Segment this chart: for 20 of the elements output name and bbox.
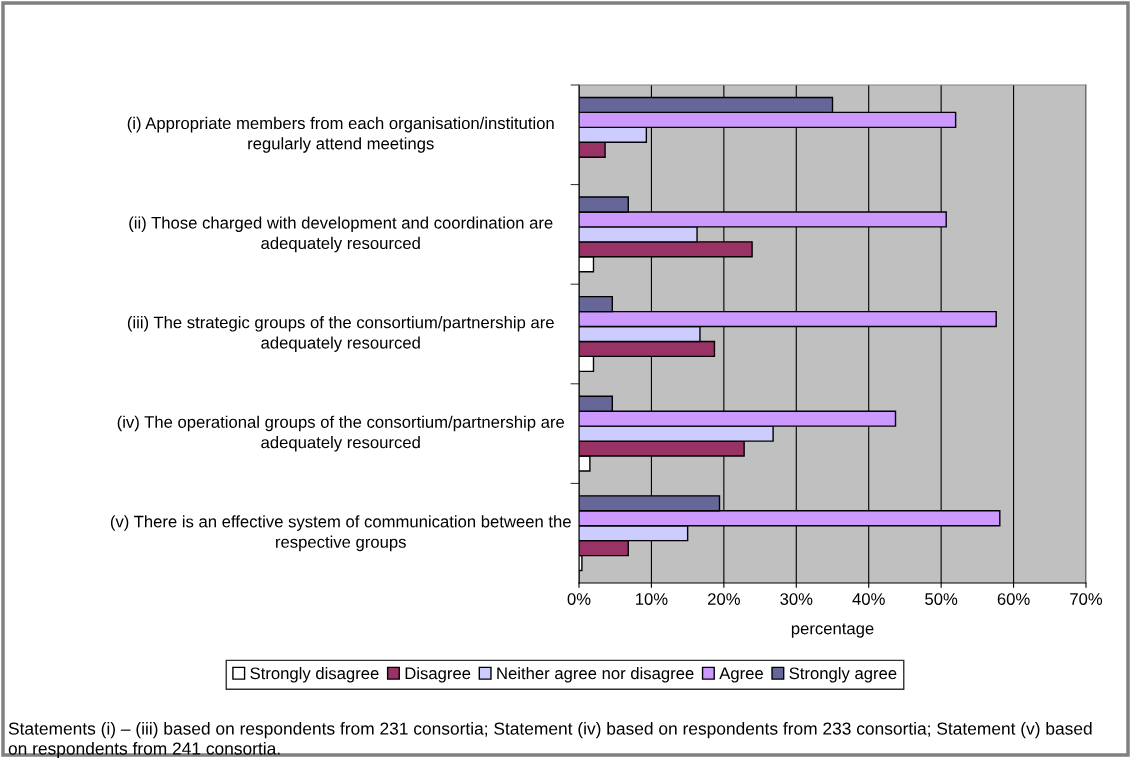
legend-label: Neither agree nor disagree — [497, 667, 694, 683]
x-tick-label: 10% — [636, 593, 668, 605]
y-tick-label: (v) There is an effective system of communication between the respective groups — [110, 515, 571, 552]
x-tick-label: 40% — [852, 593, 885, 605]
x-tick-label: 50% — [925, 593, 958, 605]
y-tick-label: (ii) Those charged with development and coordination are adequately resourced — [129, 216, 553, 253]
legend-label: Strongly agree — [789, 667, 897, 683]
x-tick-label: 60% — [997, 593, 1030, 605]
y-tick-label: (iv) The operational groups of the consortium/partnership are adequately resourced — [117, 415, 565, 452]
x-axis-title: percentage — [791, 623, 874, 638]
legend-label: Disagree — [405, 667, 471, 683]
x-tick-label: 30% — [780, 593, 813, 605]
y-tick-label: (i) Appropriate members from each organisation/institution regularly attend meetings — [127, 116, 554, 153]
legend-label: Agree — [719, 667, 763, 683]
x-tick-label: 0% — [567, 593, 591, 605]
y-tick-label: (iii) The strategic groups of the consortium/partnership are adequately resourced — [127, 316, 554, 352]
text: Statements (i) – (iii) based on respondents from 231 consortia; Statement (iv) based on respondents from 233 consortia; Statement (v) based on respondents from 241 consortia. — [8, 722, 1092, 758]
x-tick-label: 70% — [1070, 593, 1103, 605]
legend-label: Strongly disagree — [250, 667, 379, 683]
x-tick-label: 20% — [708, 593, 740, 605]
